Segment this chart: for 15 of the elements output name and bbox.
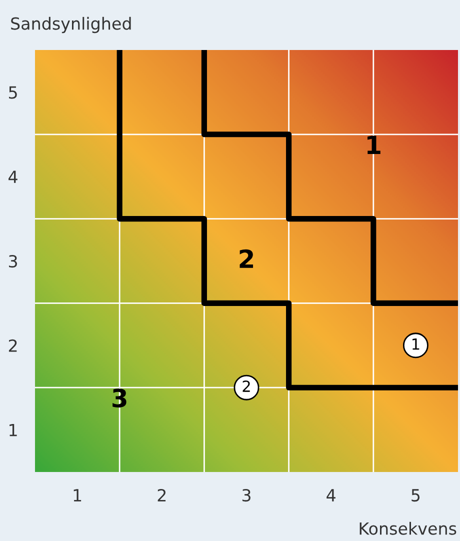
x-tick-label: 1 (74, 489, 82, 502)
annotation: 2 (242, 380, 250, 392)
x-tick-label: 5 (412, 489, 420, 502)
y-axis-title: Sandsynlighed (11, 16, 131, 34)
x-tick-label: 2 (158, 488, 166, 502)
y-tick-label: 4 (8, 170, 18, 183)
x-tick-label: 3 (242, 488, 250, 502)
x-tick-label: 4 (326, 489, 336, 502)
x-axis-title: Konsekvens (360, 522, 456, 535)
annotation: 2 (240, 249, 254, 268)
y-tick-label: 3 (9, 254, 17, 268)
y-tick-label: 1 (10, 424, 17, 436)
y-tick-label: 2 (8, 339, 17, 352)
annotation: 1 (412, 338, 420, 350)
y-tick-label: 5 (9, 86, 17, 99)
